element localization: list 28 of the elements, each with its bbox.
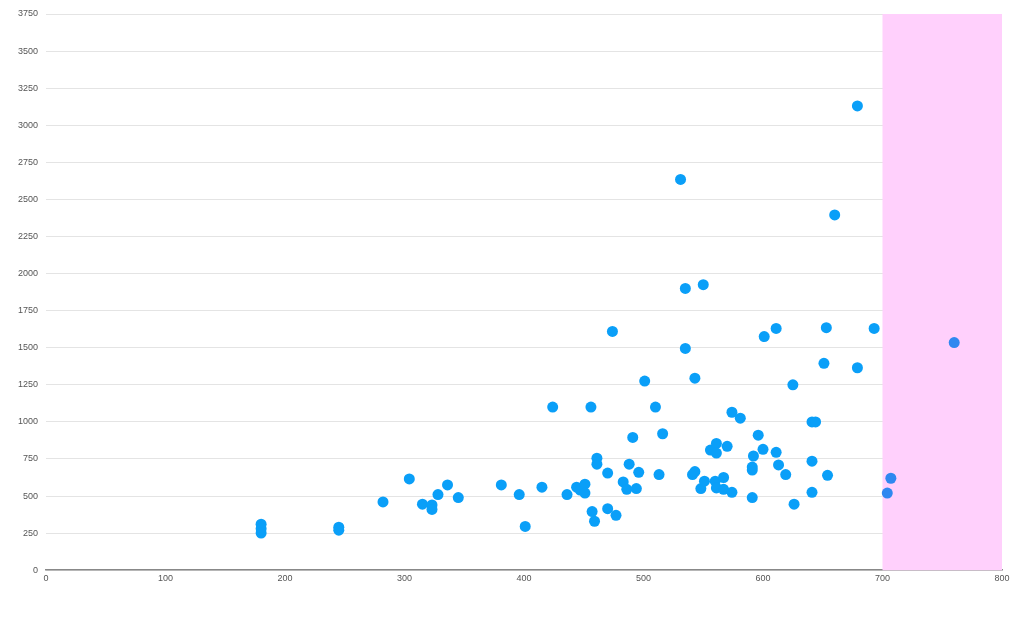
y-tick-label: 3000 (17, 119, 39, 130)
y-tick-label: 1750 (17, 305, 39, 316)
point (881, 487, 893, 499)
y-tick-label: 0 (33, 564, 39, 575)
point (948, 337, 960, 349)
y-tick-label: 250 (22, 527, 39, 538)
y-tick-label: 1500 (17, 342, 39, 353)
y-tick-label: 3500 (17, 45, 39, 56)
y-tick-label: 750 (22, 453, 39, 464)
y-tick-label: 3750 (17, 8, 39, 19)
y-tick-label: 2000 (17, 268, 39, 279)
point (885, 472, 897, 484)
x-tick-label: 300 (397, 573, 413, 584)
x-tick-label: 600 (755, 573, 771, 584)
y-tick-label: 3250 (17, 82, 39, 93)
x-tick-label: 100 (158, 573, 174, 584)
x-tick-label: 500 (635, 573, 652, 584)
y-tick-label: 2250 (17, 230, 39, 241)
x-tick-label: 200 (277, 573, 293, 584)
y-tick-label: 2750 (17, 156, 39, 167)
x-tick-label: 700 (874, 573, 891, 584)
y-tick-label: 500 (22, 490, 39, 501)
y-tick-label: 1250 (17, 379, 39, 390)
x-tick-label: 800 (994, 573, 1010, 584)
y-tick-label: 1000 (17, 416, 39, 427)
x-tick-label: 0 (43, 573, 49, 584)
y-tick-label: 2500 (17, 193, 39, 204)
x-tick-label: 400 (516, 573, 532, 584)
